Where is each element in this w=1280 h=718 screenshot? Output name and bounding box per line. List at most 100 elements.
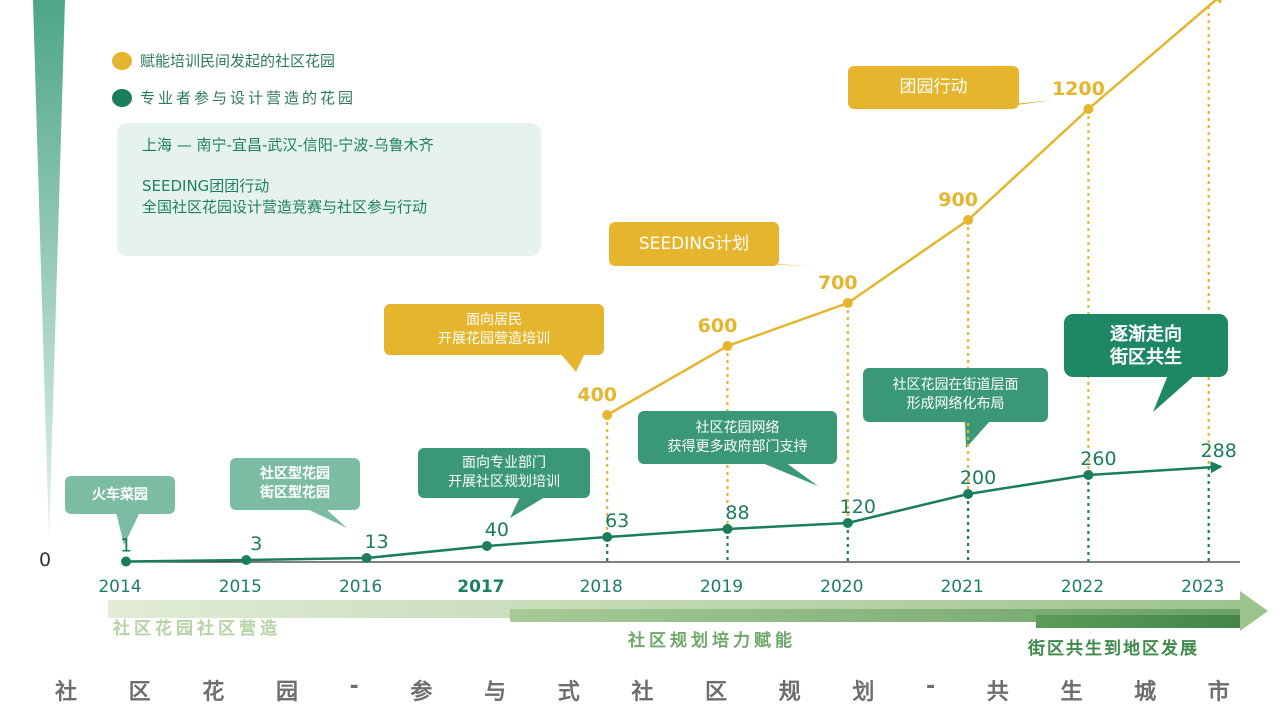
footer-char: 城 xyxy=(1134,680,1157,705)
callout-huoche-text: 火车菜园 xyxy=(92,486,148,503)
x-tick-2023: 2023 xyxy=(1181,577,1224,597)
y-origin-label: 0 xyxy=(39,549,51,571)
callout-gongsheng-line1: 逐渐走向 xyxy=(1110,323,1182,345)
x-tick-2015: 2015 xyxy=(219,577,262,597)
info-seeding: SEEDING团团行动 xyxy=(142,177,270,195)
callout-shequ-xing-line2: 街区型花园 xyxy=(260,485,330,501)
x-tick-2017: 2017 xyxy=(457,577,504,597)
label-green-2018: 63 xyxy=(605,510,629,532)
series-arrow-green xyxy=(1210,461,1223,474)
band-label-3: 街区共生到地区发展 xyxy=(1028,639,1199,659)
footer-char: 划 xyxy=(852,680,875,705)
callout-wangluo-line2: 获得更多政府部门支持 xyxy=(667,438,808,455)
label-green-2015: 3 xyxy=(250,533,262,555)
x-tick-2016: 2016 xyxy=(339,577,382,597)
footer-char: 共 xyxy=(986,680,1009,705)
footer-char: 式 xyxy=(557,680,580,705)
callout-zhuanye-line2: 开展社区规划培训 xyxy=(448,474,560,490)
callout-wangluo: 社区花园网络 获得更多政府部门支持 xyxy=(638,411,837,464)
footer-char: 规 xyxy=(778,680,801,705)
callout-jumin-line1: 面向居民 xyxy=(466,311,522,328)
footer-char: 社 xyxy=(55,680,78,705)
point-yellow-2022 xyxy=(1083,104,1094,114)
footer-char: 市 xyxy=(1207,680,1230,705)
point-yellow-2021 xyxy=(963,215,974,225)
callout-zhuanye-line1: 面向专业部门 xyxy=(462,455,546,471)
band-arrow-3 xyxy=(1036,615,1240,628)
point-yellow-2020 xyxy=(842,298,853,308)
footer-char: 参 xyxy=(410,680,433,705)
footer-char: 园 xyxy=(275,680,298,705)
callout-huoche: 火车菜园 xyxy=(65,476,175,514)
callout-jumin-line2: 开展花园营造培训 xyxy=(438,330,550,347)
label-green-2016: 13 xyxy=(365,531,389,553)
point-green-2019 xyxy=(722,524,733,534)
point-green-2020 xyxy=(842,518,853,528)
label-green-2021: 200 xyxy=(960,467,996,489)
label-green-2019: 88 xyxy=(725,502,749,524)
point-green-2016 xyxy=(361,553,372,563)
point-green-2017 xyxy=(481,541,492,551)
footer-char: 与 xyxy=(484,680,507,705)
footer-char: 区 xyxy=(705,680,728,705)
legend-item-green: 专业者参与设计营造的花园 xyxy=(112,87,356,108)
callout-jiedao-line2: 形成网络化布局 xyxy=(906,396,1005,412)
callout-tuanyuan: 团园行动 xyxy=(848,66,1019,109)
point-yellow-2018 xyxy=(602,410,613,420)
label-yellow-2022: 1200 xyxy=(1052,78,1105,100)
value-labels: 1313406388120200260288400600700900120018… xyxy=(120,78,1237,557)
band-label-1: 社区花园社区营造 xyxy=(113,619,281,639)
footer-char: 社 xyxy=(631,680,654,705)
info-cities: 上海 — 南宁-宜昌-武汉-信阳-宁波-乌鲁木齐 xyxy=(142,136,434,154)
cities-info-box: 上海 — 南宁-宜昌-武汉-信阳-宁波-乌鲁木齐 SEEDING团团行动 全国社… xyxy=(117,123,541,256)
label-green-2023: 288 xyxy=(1201,440,1237,462)
series-points xyxy=(121,104,1094,567)
label-green-2014: 1 xyxy=(120,535,132,557)
series-line-green xyxy=(125,465,1215,563)
phase-bands xyxy=(108,591,1268,631)
callout-gongsheng: 逐渐走向 街区共生 xyxy=(1064,314,1228,377)
x-tick-labels: 2014 2015 2016 2017 2018 2019 2020 2021 2022 2023 xyxy=(98,577,1224,597)
point-green-2022 xyxy=(1083,470,1094,480)
callout-shequ-xing-line1: 社区型花园 xyxy=(260,466,330,482)
footer-char: - xyxy=(926,674,936,699)
x-tick-2019: 2019 xyxy=(700,577,743,597)
callout-jiedao: 社区花园在街道层面 形成网络化布局 xyxy=(863,368,1048,422)
footer-char: - xyxy=(349,674,359,699)
x-tick-2018: 2018 xyxy=(580,577,623,597)
label-yellow-2021: 900 xyxy=(938,189,978,211)
point-green-2021 xyxy=(963,489,974,499)
footer-char: 区 xyxy=(128,680,151,705)
callout-gongsheng-line2: 街区共生 xyxy=(1110,346,1182,368)
x-tick-2014: 2014 xyxy=(98,577,141,597)
label-yellow-2019: 600 xyxy=(698,315,738,337)
footer-char: 生 xyxy=(1060,680,1083,705)
x-tick-2022: 2022 xyxy=(1061,577,1104,597)
legend-dot-yellow xyxy=(112,51,132,70)
point-yellow-2019 xyxy=(722,341,733,351)
callout-seeding-text: SEEDING计划 xyxy=(638,233,750,254)
label-yellow-2018: 400 xyxy=(577,384,617,406)
band-label-2: 社区规划培力赋能 xyxy=(628,631,796,651)
series-arrow-yellow xyxy=(1216,0,1222,5)
legend-item-yellow: 赋能培训民间发起的社区花园 xyxy=(112,50,335,71)
legend-label-green: 专业者参与设计营造的花园 xyxy=(140,89,357,107)
footer-slogan: 社区花园-参与式社区规划-共生城市 xyxy=(55,674,1230,706)
x-tick-2020: 2020 xyxy=(820,577,863,597)
label-green-2020: 120 xyxy=(840,496,876,518)
callout-zhuanye: 面向专业部门 开展社区规划培训 xyxy=(418,448,590,498)
y-axis-wedge xyxy=(33,0,65,540)
callout-seeding: SEEDING计划 xyxy=(609,222,779,266)
legend-dot-green xyxy=(112,88,132,107)
footer-char: 花 xyxy=(202,680,225,705)
callout-wangluo-line1: 社区花园网络 xyxy=(695,419,780,436)
point-green-2014 xyxy=(121,556,131,567)
callout-tuanyuan-text: 团园行动 xyxy=(899,77,968,97)
callout-jumin: 面向居民 开展花园营造培训 xyxy=(384,304,604,355)
info-competition: 全国社区花园设计营造竞赛与社区参与行动 xyxy=(142,198,428,216)
callout-shequ-xing: 社区型花园 街区型花园 xyxy=(230,458,360,510)
label-yellow-2020: 700 xyxy=(818,272,858,294)
callout-jiedao-line1: 社区花园在街道层面 xyxy=(892,377,1019,393)
x-tick-2021: 2021 xyxy=(940,577,983,597)
